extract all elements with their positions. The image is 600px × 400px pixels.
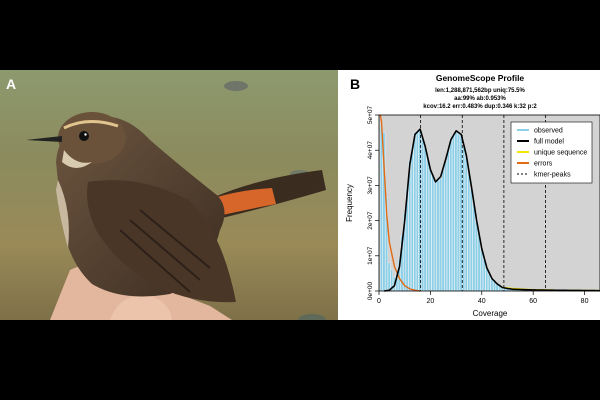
bird-breast [56,180,69,248]
plot-frame [378,114,600,292]
observed-bar [413,132,417,292]
legend: observed full model unique sequence erro… [510,121,593,184]
observed-bar [485,267,489,292]
observed-bar [428,169,432,292]
y-tick-label: 3e+07 [367,176,374,195]
observed-bar [470,188,473,292]
legend-entry-kmer-peaks: kmer-peaks [534,172,571,179]
observed-bar [434,181,437,292]
bird-throat [62,150,92,168]
y-tick-label: 1e+07 [367,246,374,265]
x-tick-label: 20 [426,298,434,305]
bird-eye [79,131,89,141]
observed-bar [464,157,468,292]
x-axis-label: Coverage [473,309,508,318]
legend-entry-errors: errors [534,161,553,168]
legend-entry-full-model: full model [534,139,564,146]
bird-tail-rufous [214,188,276,216]
observed-bar [475,220,478,292]
figure: A B GenomeScope Profile len:1,288,871,56… [0,70,600,320]
observed-bar [439,178,442,292]
observed-bar [431,175,435,292]
observed-bar [380,123,383,292]
bird-photo [0,70,338,320]
observed-bar [449,139,453,292]
legend-entry-unique-sequence: unique sequence [534,150,587,157]
observed-bar [423,146,427,292]
observed-bar [480,248,483,292]
model-curves [379,114,600,292]
y-tick-label: 5e+07 [367,105,374,124]
bird-eye-highlight [84,133,87,136]
observed-bar [467,172,471,292]
hand-finger [110,295,172,320]
observed-bar [454,130,458,292]
observed-bar [441,169,445,292]
observed-bar [452,135,455,292]
axes: 0 20 40 60 80 0e+00 1e+07 2e+07 3e+07 4e+07 5e+07 [367,105,589,305]
observed-bar [387,262,391,292]
observed-bar [459,135,463,292]
chart-subtitle-line-2: aa:99% ab:0.953% [454,96,506,102]
y-tick-label: 4e+07 [367,141,374,160]
y-tick-label: 0e+00 [367,281,374,300]
x-tick-label: 60 [529,298,537,305]
observed-bar [436,179,440,292]
panel-b-label: B [350,76,361,92]
full-model-line [384,128,600,292]
bird-supercilium [63,120,119,130]
observed-bar [416,130,419,292]
x-tick-label: 0 [377,298,381,305]
observed-bar [457,133,460,292]
genomescope-chart: GenomeScope Profile len:1,288,871,562bp … [345,73,600,318]
observed-bar [477,234,481,292]
observed-bar [410,146,414,292]
bird-wing-feathers [119,209,211,293]
observed-bar [421,137,424,292]
legend-entry-observed: observed [534,128,563,135]
observed-bar [490,278,494,292]
panel-a-label: A [6,76,17,92]
chart-title: GenomeScope Profile [436,73,525,83]
kmer-peak-lines [420,115,546,291]
chart-subtitle-line-3: kcov:16.2 err:0.483% dup:0.346 k:32 p:2 [423,104,537,110]
photo-rock [224,81,248,91]
observed-bar [444,160,447,292]
observed-bar [462,146,465,292]
x-tick-label: 80 [581,298,589,305]
observed-bar [446,150,450,292]
photo-rock [298,314,326,320]
y-axis-label: Frequency [345,184,354,222]
errors-line [379,114,421,292]
chart-subtitle-line-1: len:1,288,871,562bp uniq:75.5% [435,88,525,94]
bird-wing [87,180,236,303]
bird-beak [26,136,62,142]
observed-bar [426,157,429,292]
x-tick-label: 40 [478,298,486,305]
observed-bar [472,204,476,292]
y-tick-label: 2e+07 [367,211,374,230]
